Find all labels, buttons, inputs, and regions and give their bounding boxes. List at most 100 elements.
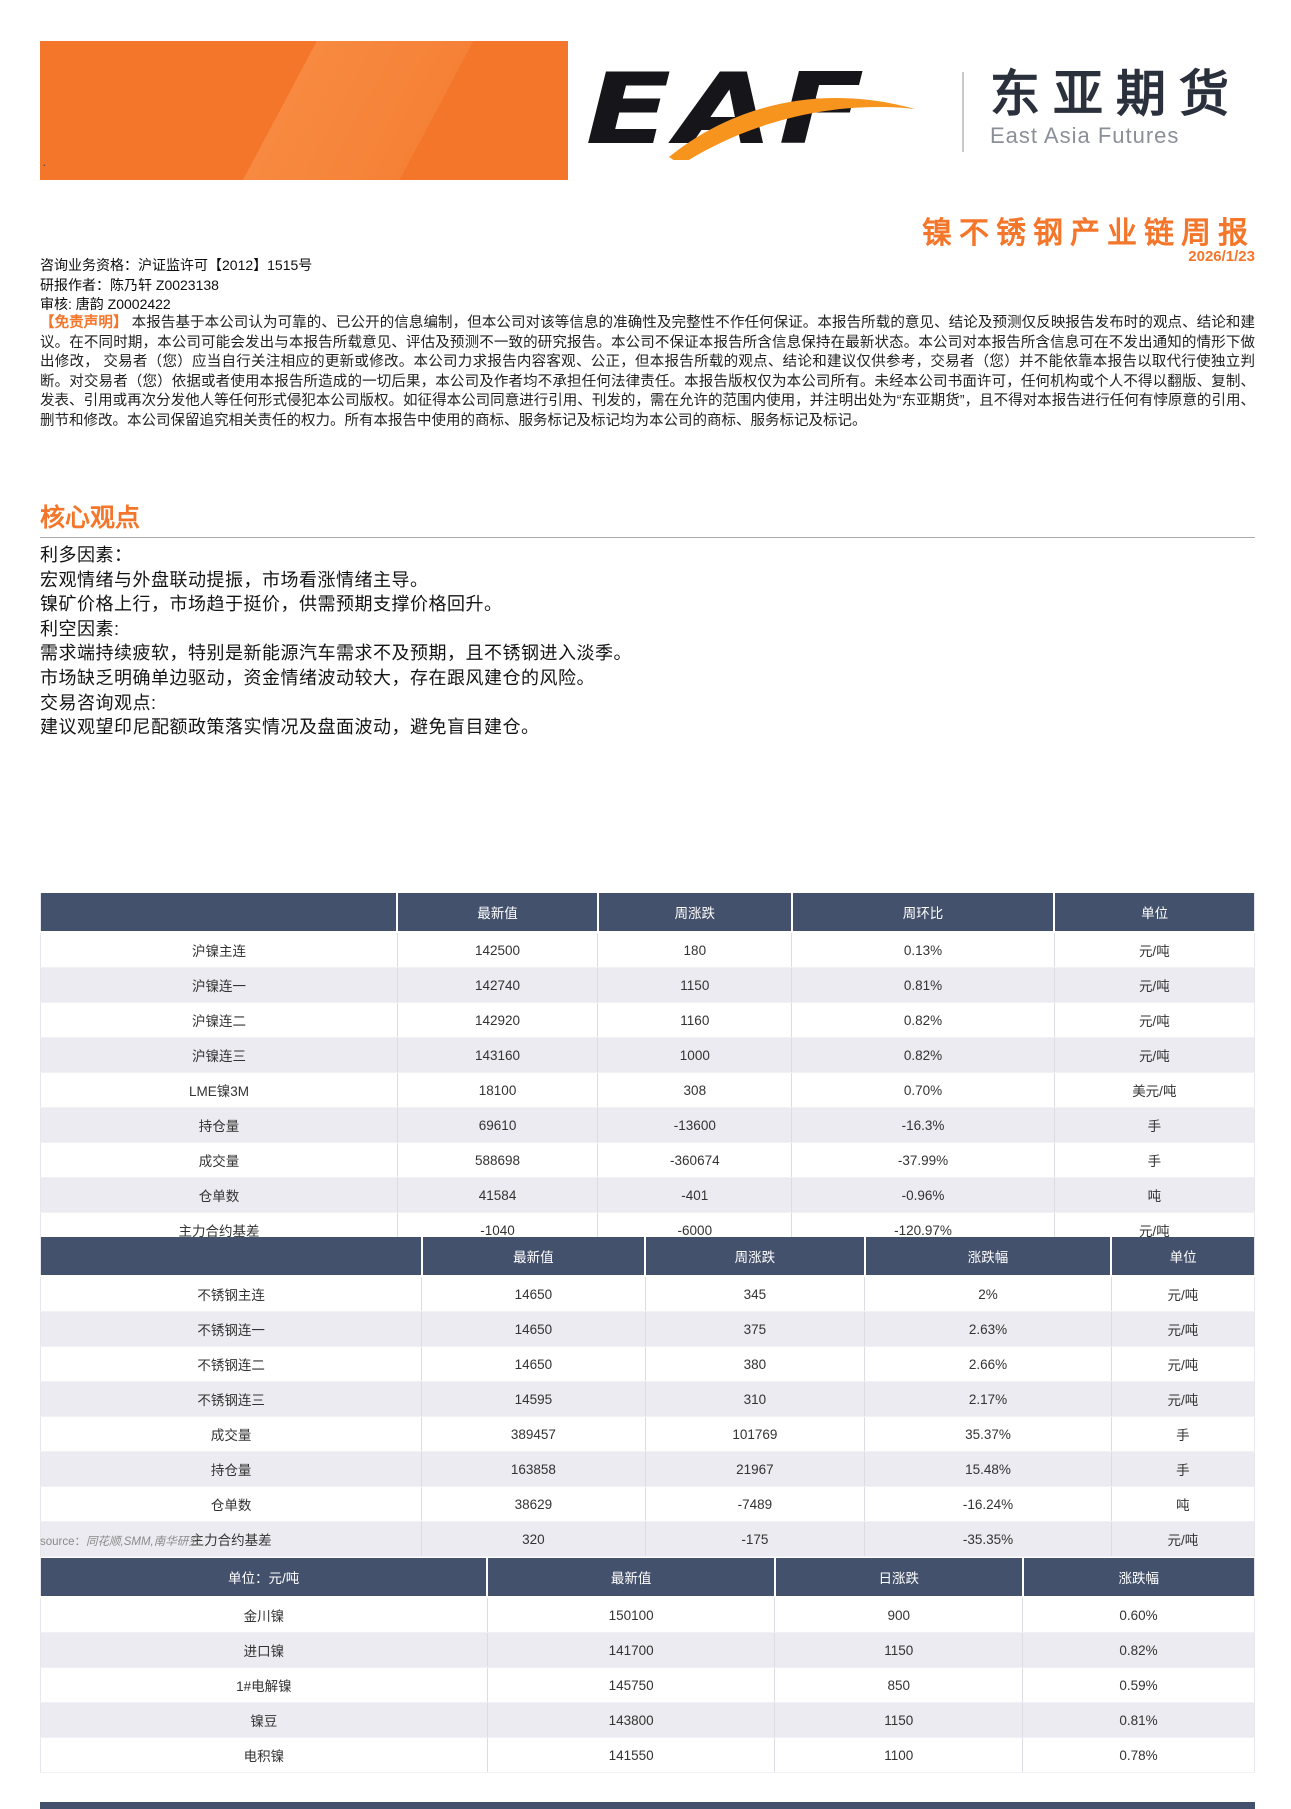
reviewer-line: 审核: 唐韵 Z0002422	[40, 296, 171, 312]
table-cell: -35.35%	[864, 1521, 1112, 1557]
table-cell: 141700	[487, 1632, 776, 1668]
next-table-header-partial	[40, 1802, 1255, 1809]
table-cell: 0.60%	[1022, 1597, 1255, 1633]
table-header-cell: 单位	[1054, 893, 1255, 933]
table-row: 不锈钢主连 14650 345 2% 元/吨	[40, 1276, 1255, 1312]
table-cell: -37.99%	[791, 1142, 1055, 1178]
table-row: 仓单数 41584 -401 -0.96% 吨	[40, 1177, 1255, 1213]
disclaimer: 【免责声明】 本报告基于本公司认为可靠的、已公开的信息编制，但本公司对该等信息的…	[40, 314, 1255, 432]
table-cell: 1100	[774, 1737, 1024, 1773]
table-cell: 元/吨	[1111, 1521, 1255, 1557]
table-header-cell: 单位：元/吨	[40, 1558, 489, 1598]
table-cell: 不锈钢连一	[40, 1311, 423, 1347]
table-cell: 2.17%	[864, 1381, 1112, 1417]
company-name-cn: 东亚期货	[990, 66, 1242, 122]
table-cell: 18100	[397, 1072, 599, 1108]
table-cell: 143800	[487, 1702, 776, 1738]
table-cell: 不锈钢主连	[40, 1276, 423, 1312]
table-row: 沪镍连三 143160 1000 0.82% 元/吨	[40, 1037, 1255, 1073]
table-cell: 元/吨	[1111, 1311, 1255, 1347]
table-cell: 元/吨	[1054, 967, 1255, 1003]
table-cell: 1150	[774, 1702, 1024, 1738]
table-row: 持仓量 69610 -13600 -16.3% 手	[40, 1107, 1255, 1143]
table-cell: 14595	[421, 1381, 646, 1417]
table-cell: 2.66%	[864, 1346, 1112, 1382]
nickel-spot-price-table: 单位：元/吨 最新值 日涨跌 涨跌幅 金川镍 150100 900 0.60% 进口镍 14170…	[40, 1558, 1255, 1773]
table-cell: 41584	[397, 1177, 599, 1213]
table-row: 成交量 588698 -360674 -37.99% 手	[40, 1142, 1255, 1178]
table-row: 不锈钢连一 14650 375 2.63% 元/吨	[40, 1311, 1255, 1347]
source-text: 同花顺,SMM,南华研究	[86, 1536, 200, 1548]
table-cell: 0.81%	[791, 967, 1055, 1003]
table-row: 1#电解镍 145750 850 0.59%	[40, 1667, 1255, 1703]
table-row: 持仓量 163858 21967 15.48% 手	[40, 1451, 1255, 1487]
table-cell: 69610	[397, 1107, 599, 1143]
table-cell: 180	[597, 932, 793, 968]
table-cell: 元/吨	[1111, 1381, 1255, 1417]
table-cell: 持仓量	[40, 1451, 423, 1487]
table-cell: 0.70%	[791, 1072, 1055, 1108]
table-cell: 2%	[864, 1276, 1112, 1312]
table-cell: 380	[645, 1346, 866, 1382]
table-cell: 0.78%	[1022, 1737, 1255, 1773]
table-cell: 仓单数	[40, 1486, 423, 1522]
core-view-line: 建议观望印尼配额政策落实情况及盘面波动，避免盲目建仓。	[40, 717, 540, 738]
disclaimer-label: 【免责声明】	[40, 315, 128, 331]
table-cell: 沪镍连二	[40, 1002, 398, 1038]
table-cell: 元/吨	[1054, 1037, 1255, 1073]
eaf-logo-graphic: EAF	[586, 52, 915, 167]
table-cell: 150100	[487, 1597, 776, 1633]
core-views-body: 利多因素： 宏观情绪与外盘联动提振，市场看涨情绪主导。 镍矿价格上行，市场趋于挺…	[40, 543, 1255, 740]
table-cell: 143160	[397, 1037, 599, 1073]
table-cell: 吨	[1054, 1177, 1255, 1213]
table-cell: 0.82%	[1022, 1632, 1255, 1668]
logo-divider	[962, 72, 964, 152]
table-cell: 手	[1111, 1416, 1255, 1452]
table-row: LME镍3M 18100 308 0.70% 美元/吨	[40, 1072, 1255, 1108]
table-cell: 2.63%	[864, 1311, 1112, 1347]
table-cell: LME镍3M	[40, 1072, 398, 1108]
table-cell: 850	[774, 1667, 1024, 1703]
table-cell: 38629	[421, 1486, 646, 1522]
table-header-cell: 周涨跌	[645, 1237, 866, 1277]
table-cell: 320	[421, 1521, 646, 1557]
shfe-nickel-futures-table: 最新值 周涨跌 周环比 单位 沪镍主连 142500 180 0.13% 元/吨 沪镍连一 1427…	[40, 893, 1255, 1248]
table-cell: 手	[1054, 1142, 1255, 1178]
core-view-line: 需求端持续疲软，特别是新能源汽车需求不及预期，且不锈钢进入淡季。	[40, 643, 632, 664]
table-cell: 成交量	[40, 1142, 398, 1178]
table-cell: -175	[645, 1521, 866, 1557]
logo-swoosh-icon	[669, 98, 915, 165]
table-header-row: 最新值 周涨跌 周环比 单位	[40, 893, 1255, 933]
table-cell: 375	[645, 1311, 866, 1347]
qualification-line: 咨询业务资格：沪证监许可【2012】1515号	[40, 257, 313, 273]
table-header-cell: 最新值	[421, 1237, 647, 1277]
core-view-line: 镍矿价格上行，市场趋于挺价，供需预期支撑价格回升。	[40, 594, 503, 615]
table-cell: 成交量	[40, 1416, 423, 1452]
table-header-cell	[40, 893, 399, 933]
report-date: 2026/1/23	[1188, 248, 1255, 265]
table-cell: 0.82%	[791, 1037, 1055, 1073]
table-header-row: 单位：元/吨 最新值 日涨跌 涨跌幅	[40, 1558, 1255, 1598]
table-cell: 14650	[421, 1276, 646, 1312]
table-cell: 1150	[774, 1632, 1024, 1668]
table-cell: -16.3%	[791, 1107, 1055, 1143]
table-cell: 主力合约基差	[40, 1521, 423, 1557]
disclaimer-text: 本报告基于本公司认为可靠的、已公开的信息编制，但本公司对该等信息的准确性及完整性…	[40, 315, 1256, 429]
table-cell: 0.81%	[1022, 1702, 1255, 1738]
table-cell: 1160	[597, 1002, 793, 1038]
table-cell: 沪镍连三	[40, 1037, 398, 1073]
eaf-logo: EAF	[583, 52, 943, 167]
table-row: 不锈钢连二 14650 380 2.66% 元/吨	[40, 1346, 1255, 1382]
table-cell: 金川镍	[40, 1597, 488, 1633]
table-header-cell: 周涨跌	[597, 893, 793, 933]
table-cell: -16.24%	[864, 1486, 1112, 1522]
table-row: 沪镍连二 142920 1160 0.82% 元/吨	[40, 1002, 1255, 1038]
table-cell: 元/吨	[1111, 1276, 1255, 1312]
company-block: 东亚期货 East Asia Futures	[990, 66, 1280, 149]
data-table: 最新值 周涨跌 周环比 单位 沪镍主连 142500 180 0.13% 元/吨 沪镍连一 1427…	[40, 893, 1255, 1248]
table-cell: 142740	[397, 967, 599, 1003]
table-cell: 沪镍连一	[40, 967, 398, 1003]
table-cell: 163858	[421, 1451, 646, 1487]
table-cell: 1150	[597, 967, 793, 1003]
